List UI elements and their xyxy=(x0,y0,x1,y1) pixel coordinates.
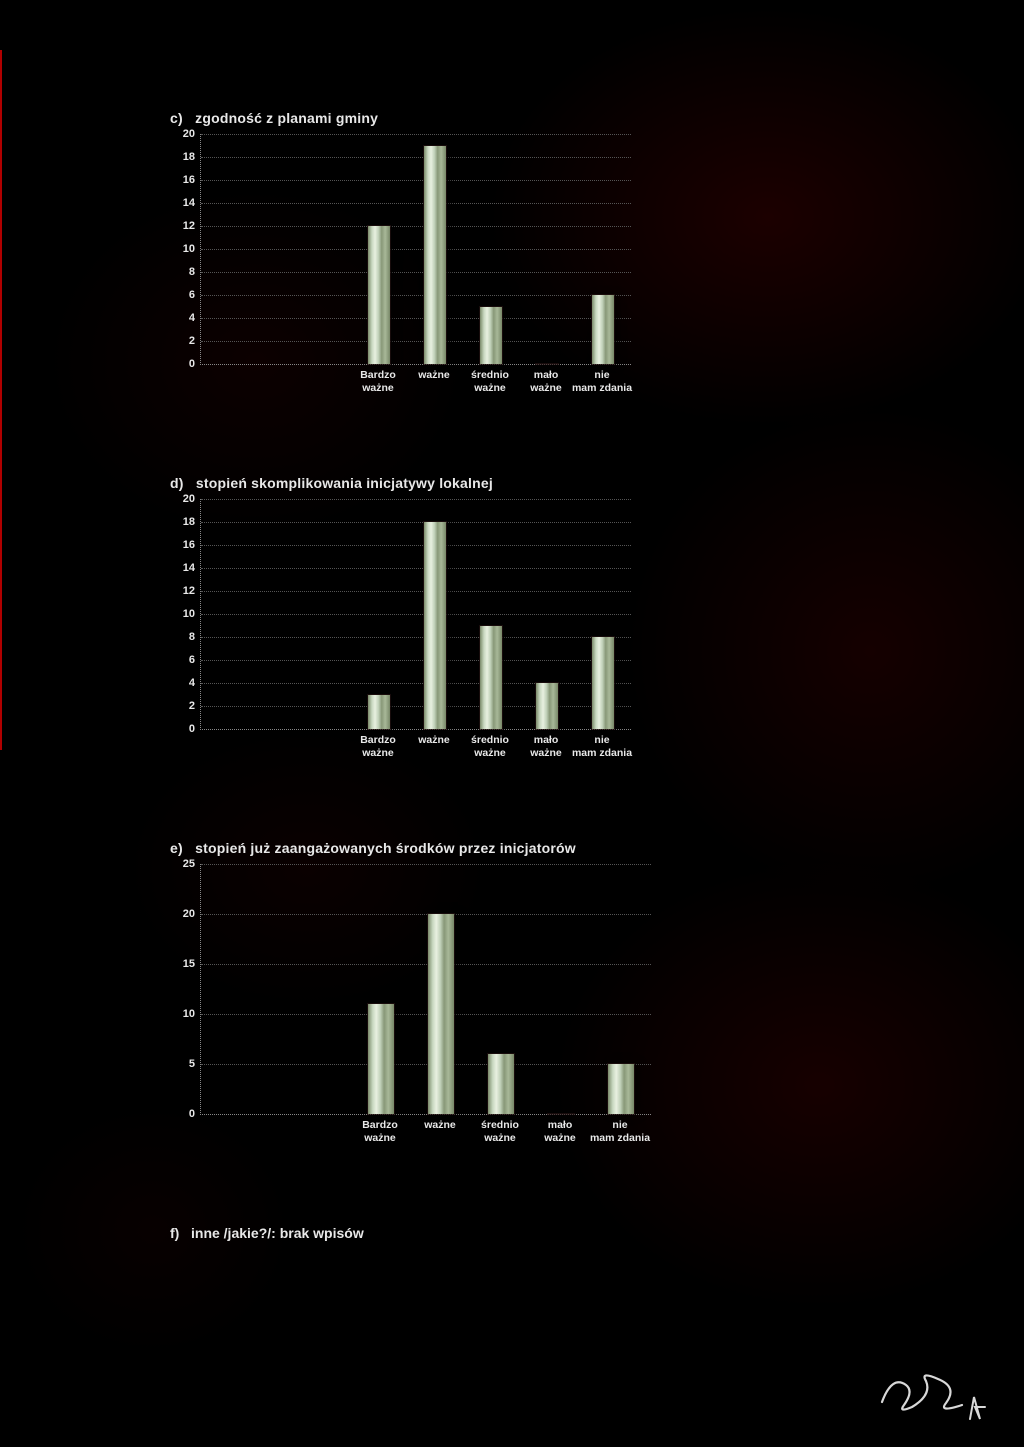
section-d-title: d) stopień skomplikowania inicjatywy lok… xyxy=(170,475,730,491)
chart-d-xlabel-3: małoważne xyxy=(530,734,562,759)
section-e-letter: e) xyxy=(170,840,183,856)
section-e-title: e) stopień już zaangażowanych środków pr… xyxy=(170,840,730,856)
chart-c-ytick: 12 xyxy=(183,220,195,232)
section-e: e) stopień już zaangażowanych środków pr… xyxy=(170,840,730,1187)
section-d-letter: d) xyxy=(170,475,184,491)
chart-e-xlabel-4: niemam zdania xyxy=(590,1119,650,1144)
chart-d-xlabel-4: niemam zdania xyxy=(572,734,632,759)
chart-d-ytick: 10 xyxy=(183,608,195,620)
chart-c-ytick: 10 xyxy=(183,243,195,255)
chart-d-xlabel-0: Bardzoważne xyxy=(360,734,396,759)
chart-e-ytick: 0 xyxy=(189,1108,195,1120)
chart-e-xlabels: Bardzoważne ważne średnioważne małoważne nie… xyxy=(200,1119,650,1153)
chart-d-xlabel-2: średnioważne xyxy=(471,734,509,759)
chart-c-ytick: 18 xyxy=(183,151,195,163)
chart-d-bars xyxy=(201,499,631,729)
chart-e: 0510152025 Bardzoważne ważne średnioważne ma… xyxy=(200,864,730,1187)
chart-c-xlabel-2: średnioważne xyxy=(471,369,509,394)
chart-d-ytick: 4 xyxy=(189,677,195,689)
chart-e-plot: 0510152025 xyxy=(200,864,651,1115)
chart-d-bar-3 xyxy=(536,683,558,729)
chart-d-xlabels: Bardzoważne ważne średnioważne małoważne nie… xyxy=(200,734,630,768)
section-c-letter: c) xyxy=(170,110,183,126)
chart-d-ytick: 18 xyxy=(183,516,195,528)
chart-d-ytick: 14 xyxy=(183,562,195,574)
section-c-title: c) zgodność z planami gminy xyxy=(170,110,730,126)
chart-e-ytick: 15 xyxy=(183,958,195,970)
chart-e-xlabel-3: małoważne xyxy=(544,1119,576,1144)
chart-c-xlabel-3: małoważne xyxy=(530,369,562,394)
chart-e-xlabel-1: ważne xyxy=(424,1119,456,1132)
chart-c: 02468101214161820 Bardzoważne ważne średnio… xyxy=(200,134,730,437)
section-f-letter: f) xyxy=(170,1225,179,1241)
chart-e-bar-4 xyxy=(608,1064,634,1114)
section-c: c) zgodność z planami gminy 024681012141… xyxy=(170,110,730,437)
section-d-text: stopień skomplikowania inicjatywy lokaln… xyxy=(196,475,493,491)
chart-c-plot: 02468101214161820 xyxy=(200,134,631,365)
chart-e-ytick: 20 xyxy=(183,908,195,920)
chart-d-bar-0 xyxy=(368,695,390,730)
section-d: d) stopień skomplikowania inicjatywy lok… xyxy=(170,475,730,802)
section-c-text: zgodność z planami gminy xyxy=(195,110,378,126)
chart-d-ytick: 0 xyxy=(189,723,195,735)
chart-d-ytick: 12 xyxy=(183,585,195,597)
chart-c-xlabels: Bardzoważne ważne średnioważne małoważne nie… xyxy=(200,369,630,403)
section-f: f) inne /jakie?/: brak wpisów xyxy=(170,1225,730,1241)
chart-e-bars xyxy=(201,864,651,1114)
chart-d-ytick: 6 xyxy=(189,654,195,666)
chart-e-ytick: 25 xyxy=(183,858,195,870)
section-f-text: inne /jakie?/: brak wpisów xyxy=(191,1225,364,1241)
chart-d-ytick: 20 xyxy=(183,493,195,505)
chart-c-bar-2 xyxy=(480,307,502,365)
chart-e-ytick: 10 xyxy=(183,1008,195,1020)
chart-d-xlabel-1: ważne xyxy=(418,734,450,747)
section-e-text: stopień już zaangażowanych środków przez… xyxy=(195,840,576,856)
section-f-title: f) inne /jakie?/: brak wpisów xyxy=(170,1225,730,1241)
chart-c-bar-1 xyxy=(424,146,446,365)
chart-d: 02468101214161820 Bardzoważne ważne średnio… xyxy=(200,499,730,802)
signature xyxy=(874,1357,994,1427)
page-content: c) zgodność z planami gminy 024681012141… xyxy=(170,110,730,1279)
chart-e-ytick: 5 xyxy=(189,1058,195,1070)
chart-c-ytick: 20 xyxy=(183,128,195,140)
chart-d-plot: 02468101214161820 xyxy=(200,499,631,730)
chart-c-bar-4 xyxy=(592,295,614,364)
chart-c-ytick: 6 xyxy=(189,289,195,301)
chart-c-xlabel-0: Bardzoważne xyxy=(360,369,396,394)
chart-e-bar-2 xyxy=(488,1054,514,1114)
chart-c-bars xyxy=(201,134,631,364)
chart-d-bar-4 xyxy=(592,637,614,729)
chart-c-ytick: 8 xyxy=(189,266,195,278)
left-red-edge xyxy=(0,50,2,750)
chart-d-ytick: 2 xyxy=(189,700,195,712)
chart-d-bar-2 xyxy=(480,626,502,730)
chart-c-ytick: 14 xyxy=(183,197,195,209)
chart-c-bar-0 xyxy=(368,226,390,364)
chart-e-bar-0 xyxy=(368,1004,394,1114)
chart-d-bar-1 xyxy=(424,522,446,729)
chart-c-ytick: 16 xyxy=(183,174,195,186)
chart-c-ytick: 2 xyxy=(189,335,195,347)
chart-d-ytick: 16 xyxy=(183,539,195,551)
chart-c-xlabel-4: niemam zdania xyxy=(572,369,632,394)
chart-e-xlabel-2: średnioważne xyxy=(481,1119,519,1144)
chart-c-ytick: 4 xyxy=(189,312,195,324)
chart-e-xlabel-0: Bardzoważne xyxy=(362,1119,398,1144)
chart-d-ytick: 8 xyxy=(189,631,195,643)
chart-e-bar-1 xyxy=(428,914,454,1114)
chart-c-ytick: 0 xyxy=(189,358,195,370)
chart-c-xlabel-1: ważne xyxy=(418,369,450,382)
